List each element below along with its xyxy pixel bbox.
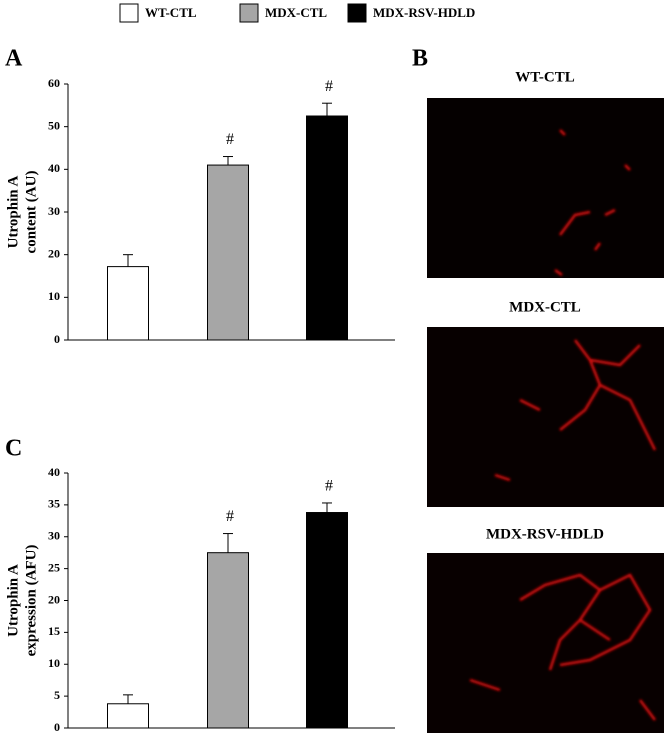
- micrographs: [427, 98, 664, 733]
- micrograph: [427, 98, 664, 278]
- significance-marker: #: [325, 478, 333, 495]
- fluorescence: [469, 129, 657, 721]
- legend-label: MDX-RSV-HDLD: [373, 5, 475, 20]
- y-axis-label: expression (AFU): [23, 545, 39, 657]
- bar: [107, 266, 149, 341]
- legend-label: WT-CTL: [145, 5, 197, 20]
- legend-swatch: [347, 3, 367, 23]
- image-title: MDX-CTL: [509, 299, 581, 315]
- y-tick-label: 30: [48, 529, 60, 543]
- bar: [107, 703, 149, 729]
- y-tick-label: 5: [54, 688, 60, 702]
- y-tick-label: 20: [48, 592, 60, 606]
- stain: [554, 129, 631, 277]
- y-tick-label: 50: [48, 118, 60, 132]
- panel-label: C: [5, 436, 22, 462]
- panel-label: B: [412, 46, 428, 72]
- y-tick-label: 15: [48, 624, 60, 638]
- image-title: WT-CTL: [515, 69, 574, 85]
- y-tick-label: 10: [48, 656, 60, 670]
- legend-swatch: [119, 3, 139, 23]
- image-title: MDX-RSV-HDLD: [486, 526, 604, 542]
- y-tick-label: 40: [48, 161, 60, 175]
- micrograph: [427, 553, 664, 733]
- y-tick-label: 20: [48, 246, 60, 260]
- y-axis-label: Utrophin A: [5, 176, 21, 249]
- y-tick-label: 0: [54, 332, 60, 346]
- y-tick-label: 30: [48, 204, 60, 218]
- y-axis-label: Utrophin A: [5, 564, 21, 637]
- bar: [306, 512, 348, 729]
- y-tick-label: 40: [48, 465, 60, 479]
- panel-label: A: [5, 46, 23, 72]
- y-tick-label: 10: [48, 289, 60, 303]
- significance-marker: #: [226, 508, 234, 525]
- legend-swatch: [239, 3, 259, 23]
- significance-marker: #: [226, 131, 234, 148]
- y-tick-label: 0: [54, 720, 60, 734]
- bar: [306, 115, 348, 341]
- significance-marker: #: [325, 78, 333, 95]
- micrograph: [427, 327, 664, 507]
- bar: [207, 552, 249, 729]
- y-tick-label: 25: [48, 560, 60, 574]
- legend-label: MDX-CTL: [265, 5, 327, 20]
- bar: [207, 164, 249, 341]
- stain: [469, 573, 656, 721]
- stain: [494, 339, 657, 482]
- y-tick-label: 35: [48, 497, 60, 511]
- y-axis-label: content (AU): [23, 171, 39, 254]
- y-tick-label: 60: [48, 76, 60, 90]
